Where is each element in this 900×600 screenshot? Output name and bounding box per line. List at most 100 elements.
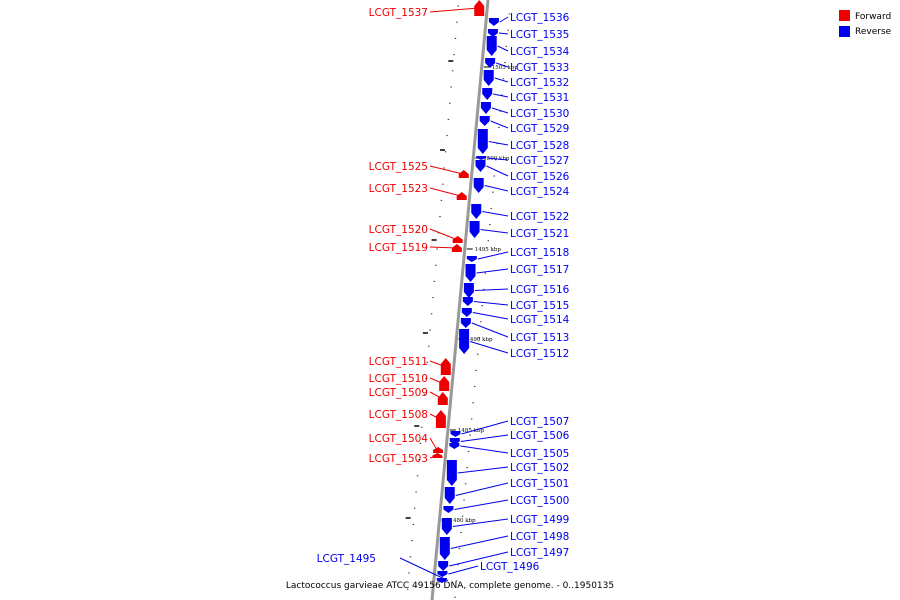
gene-leader-line [429,228,457,240]
gene-arrow[interactable] [479,116,490,126]
gene-label[interactable]: LCGT_1499 [510,514,569,526]
gene-label[interactable]: LCGT_1535 [510,29,569,41]
gene-label[interactable]: LCGT_1526 [510,171,570,183]
gene-leader-line [461,420,509,435]
gene-label[interactable]: LCGT_1524 [510,186,570,198]
gene-label[interactable]: LCGT_1501 [510,478,569,490]
gene-arrow[interactable] [463,283,474,298]
gene-label[interactable]: LCGT_1515 [510,300,569,312]
gene-arrow[interactable] [461,308,472,317]
gene-leader-line [484,185,509,192]
gene-arrow[interactable] [440,358,451,375]
gene-label[interactable]: LCGT_1520 [369,224,428,236]
gene-leader-line [474,288,509,291]
gene-label[interactable]: LCGT_1497 [510,547,569,559]
gene-label[interactable]: LCGT_1507 [510,416,569,428]
gene-label[interactable]: LCGT_1500 [510,495,569,507]
gene-arrow[interactable] [435,410,446,428]
gene-arrow[interactable] [473,178,484,193]
gene-label[interactable]: LCGT_1530 [510,108,569,120]
gene-arrow[interactable] [477,129,488,154]
gene-arrow[interactable] [485,58,496,68]
gene-label[interactable]: LCGT_1514 [510,314,570,326]
gene-leader-line [476,268,509,274]
ruler-ticks [405,5,511,598]
gene-arrow[interactable] [469,221,480,238]
gene-label[interactable]: LCGT_1513 [510,332,569,344]
gene-label[interactable]: LCGT_1536 [510,12,570,24]
gene-arrow[interactable] [482,88,493,100]
gene-arrow[interactable] [487,29,498,37]
gene-label[interactable]: LCGT_1531 [510,92,569,104]
legend-reverse-swatch [839,26,850,37]
gene-arrow[interactable] [483,70,494,86]
gene-label[interactable]: LCGT_1534 [510,46,570,58]
gene-label[interactable]: LCGT_1522 [510,211,569,223]
gene-label[interactable]: LCGT_1529 [510,123,569,135]
gene-leader-line [494,77,509,83]
gene-arrow[interactable] [439,537,450,560]
gene-arrow[interactable] [433,447,443,453]
gene-label[interactable]: LCGT_1495 [317,553,376,565]
gene-arrow[interactable] [486,36,497,56]
gene-arrow[interactable] [456,192,467,200]
gene-arrow[interactable] [450,431,461,437]
gene-label[interactable]: LCGT_1509 [369,387,428,399]
gene-label[interactable]: LCGT_1506 [510,430,570,442]
gene-leader-line [477,251,509,260]
gene-arrow[interactable] [474,0,485,16]
gene-arrow[interactable] [443,506,454,513]
gene-arrow[interactable] [471,204,482,219]
gene-label[interactable]: LCGT_1512 [510,348,569,360]
gene-arrow[interactable] [439,376,450,391]
gene-arrow[interactable] [449,443,460,449]
gene-label[interactable]: LCGT_1521 [510,228,569,240]
gene-arrow[interactable] [465,264,476,282]
gene-label[interactable]: LCGT_1498 [510,531,569,543]
gene-arrow[interactable] [480,102,491,114]
gene-label[interactable]: LCGT_1510 [369,373,428,385]
gene-label[interactable]: LCGT_1508 [369,409,428,421]
gene-arrow[interactable] [452,236,463,243]
gene-label[interactable]: LCGT_1517 [510,264,569,276]
gene-label[interactable]: LCGT_1528 [510,140,569,152]
gene-label[interactable]: LCGT_1505 [510,448,569,460]
gene-label[interactable]: LCGT_1518 [510,247,569,259]
gene-label[interactable]: LCGT_1502 [510,462,569,474]
gene-label[interactable]: LCGT_1523 [369,183,428,195]
gene-arrow[interactable] [451,244,462,252]
gene-arrow[interactable] [437,392,448,405]
gene-arrow[interactable] [444,487,455,504]
gene-label[interactable]: LCGT_1516 [510,284,570,296]
gene-label[interactable]: LCGT_1503 [369,453,428,465]
ruler-label: 1505 kbp [492,65,519,71]
gene-label[interactable]: LCGT_1533 [510,62,569,74]
gene-arrow[interactable] [476,156,487,160]
gene-arrow[interactable] [438,561,449,571]
gene-arrow[interactable] [432,453,443,458]
gene-label[interactable]: LCGT_1511 [369,356,428,368]
genome-caption: Lactococcus garvieae ATCC 49156 DNA, com… [286,581,614,591]
gene-arrow[interactable] [437,571,448,577]
gene-label[interactable]: LCGT_1504 [369,433,429,445]
gene-arrow[interactable] [466,256,477,262]
gene-label[interactable]: LCGT_1496 [480,561,540,573]
gene-arrow[interactable] [458,170,469,178]
gene-arrow[interactable] [475,160,486,172]
gene-leader-line [455,482,509,496]
gene-leader-line [429,246,456,249]
gene-leader-line [471,322,509,338]
gene-arrow[interactable] [462,297,473,306]
gene-arrow[interactable] [460,318,471,328]
gene-leader-line [493,93,509,98]
gene-label[interactable]: LCGT_1527 [510,155,569,167]
gene-label[interactable]: LCGT_1525 [369,161,428,173]
gene-arrow[interactable] [446,460,457,486]
gene-label[interactable]: LCGT_1519 [369,242,428,254]
gene-arrow[interactable] [488,18,499,26]
gene-arrow[interactable] [459,329,470,354]
ruler-label: 1490 kbp [466,337,493,343]
gene-label[interactable]: LCGT_1532 [510,77,569,89]
gene-arrow[interactable] [441,518,452,535]
gene-label[interactable]: LCGT_1537 [369,7,428,19]
